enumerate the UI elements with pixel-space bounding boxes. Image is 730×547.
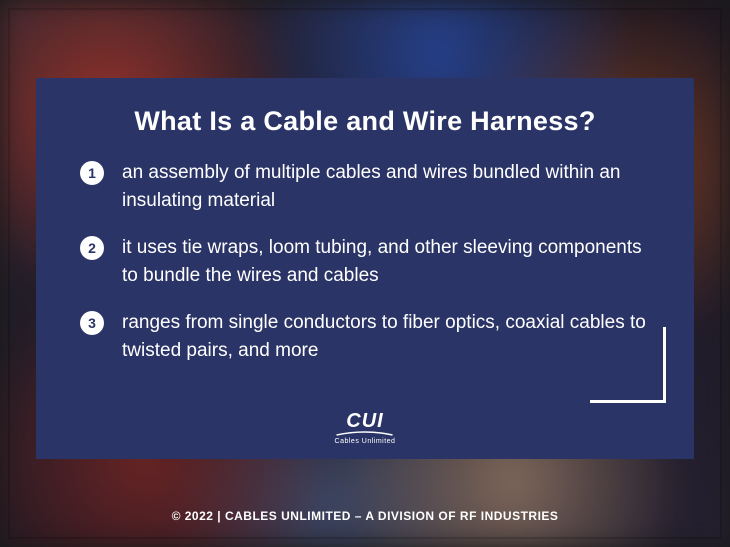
brand-logo: CUI Cables Unlimited xyxy=(335,411,396,445)
item-text: ranges from single conductors to fiber o… xyxy=(122,309,650,364)
item-number: 1 xyxy=(80,161,104,185)
corner-accent-icon xyxy=(590,327,666,403)
logo-subtitle: Cables Unlimited xyxy=(335,438,396,445)
item-list: 1 an assembly of multiple cables and wir… xyxy=(80,159,650,364)
item-number: 2 xyxy=(80,236,104,260)
item-text: it uses tie wraps, loom tubing, and othe… xyxy=(122,234,650,289)
list-item: 3 ranges from single conductors to fiber… xyxy=(80,309,650,364)
list-item: 1 an assembly of multiple cables and wir… xyxy=(80,159,650,214)
item-text: an assembly of multiple cables and wires… xyxy=(122,159,650,214)
list-item: 2 it uses tie wraps, loom tubing, and ot… xyxy=(80,234,650,289)
copyright-footer: © 2022 | CABLES UNLIMITED – A DIVISION O… xyxy=(0,509,730,523)
item-number: 3 xyxy=(80,311,104,335)
logo-text: CUI xyxy=(346,411,383,431)
card-title: What Is a Cable and Wire Harness? xyxy=(80,106,650,137)
info-card: What Is a Cable and Wire Harness? 1 an a… xyxy=(36,78,694,459)
